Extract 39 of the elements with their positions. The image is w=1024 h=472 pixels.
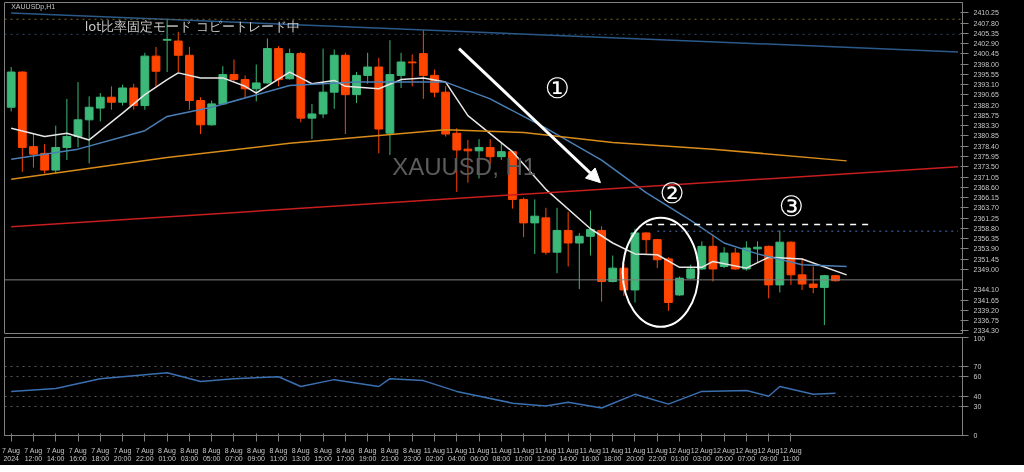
candlestick	[563, 211, 573, 267]
candlestick	[107, 85, 116, 111]
candlestick	[229, 58, 239, 82]
candlestick	[151, 46, 161, 87]
candlestick	[586, 209, 595, 257]
candlestick	[84, 95, 94, 164]
candlestick	[652, 238, 662, 269]
candlestick	[51, 125, 61, 174]
candlestick	[808, 265, 818, 294]
candlestick	[207, 100, 217, 127]
candlestick	[530, 198, 540, 255]
candlestick	[641, 231, 651, 255]
candlestick	[73, 81, 83, 148]
annotation: ③	[778, 189, 804, 223]
candlestick	[29, 132, 38, 169]
candlestick	[363, 52, 373, 85]
candlestick	[418, 29, 428, 100]
candlestick	[307, 103, 317, 140]
candlestick	[519, 197, 528, 238]
candlestick	[730, 247, 740, 271]
line-series	[10, 129, 848, 181]
annotation: ①	[544, 72, 570, 106]
candlestick	[753, 240, 762, 263]
candlestick	[173, 31, 183, 73]
candlestick	[396, 52, 406, 89]
candlestick	[318, 48, 328, 119]
candlestick	[552, 207, 562, 274]
candlestick	[62, 98, 72, 161]
candlestick	[708, 234, 718, 283]
candlestick	[95, 92, 105, 122]
line-series	[10, 372, 837, 409]
candlestick	[40, 143, 49, 174]
candlestick	[118, 84, 127, 107]
candlestick	[407, 53, 417, 87]
candlestick	[574, 232, 584, 290]
annotation: ②	[659, 177, 685, 211]
candlestick	[251, 64, 261, 102]
candlestick	[129, 83, 139, 111]
candlestick	[719, 246, 729, 269]
